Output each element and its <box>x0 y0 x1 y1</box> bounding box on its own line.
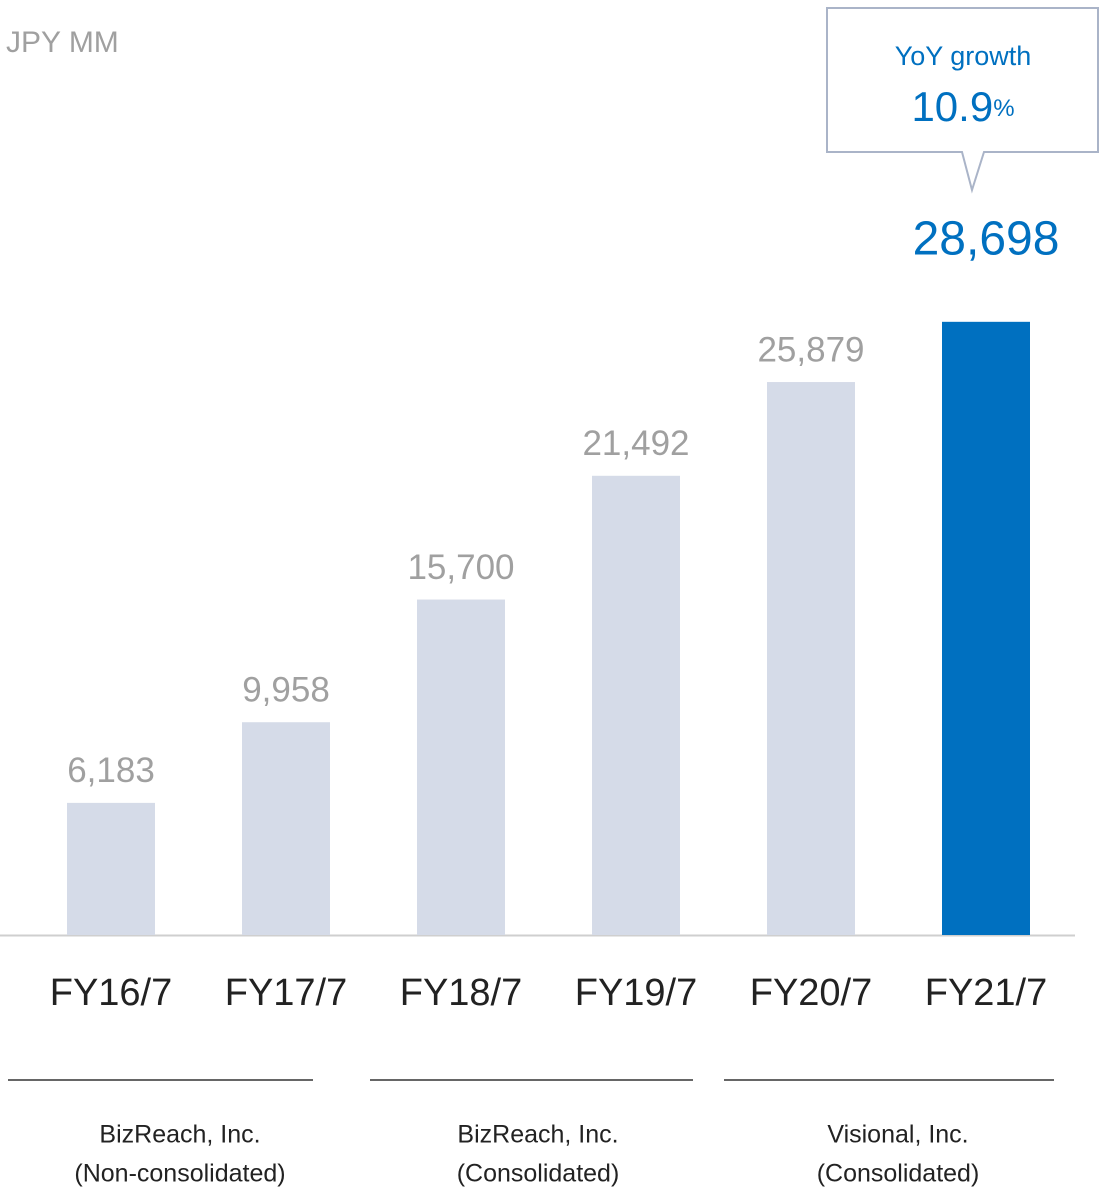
group-name: BizReach, Inc. <box>99 1121 260 1149</box>
callout-box <box>826 7 1099 194</box>
group-name: BizReach, Inc. <box>457 1121 618 1149</box>
x-tick-label: FY19/7 <box>575 972 698 1014</box>
value-label: 15,700 <box>407 548 514 587</box>
value-label: 28,698 <box>913 212 1060 265</box>
x-tick-label: FY18/7 <box>400 972 523 1014</box>
bar <box>67 802 155 935</box>
value-label: 25,879 <box>757 330 864 369</box>
bar <box>242 722 330 935</box>
x-tick-label: FY16/7 <box>50 972 173 1014</box>
value-label: 9,958 <box>242 670 330 709</box>
bar <box>592 475 680 935</box>
bar <box>417 599 505 935</box>
group-scope: (Consolidated) <box>817 1160 980 1188</box>
value-label: 6,183 <box>67 751 155 790</box>
callout-value: 10.9% <box>911 83 1014 130</box>
x-tick-label: FY21/7 <box>925 972 1048 1014</box>
bar <box>767 382 855 936</box>
bar <box>942 321 1030 935</box>
callout-number: 10.9 <box>911 83 993 130</box>
unit-label: JPY MM <box>6 26 119 59</box>
x-tick-label: FY20/7 <box>750 972 873 1014</box>
group-name: Visional, Inc. <box>827 1121 968 1149</box>
callout-label: YoY growth <box>895 41 1032 71</box>
group-scope: (Non-consolidated) <box>74 1160 285 1188</box>
value-label: 21,492 <box>582 424 689 463</box>
callout-unit: % <box>993 95 1014 122</box>
group-scope: (Consolidated) <box>457 1160 620 1188</box>
x-tick-label: FY17/7 <box>225 972 348 1014</box>
